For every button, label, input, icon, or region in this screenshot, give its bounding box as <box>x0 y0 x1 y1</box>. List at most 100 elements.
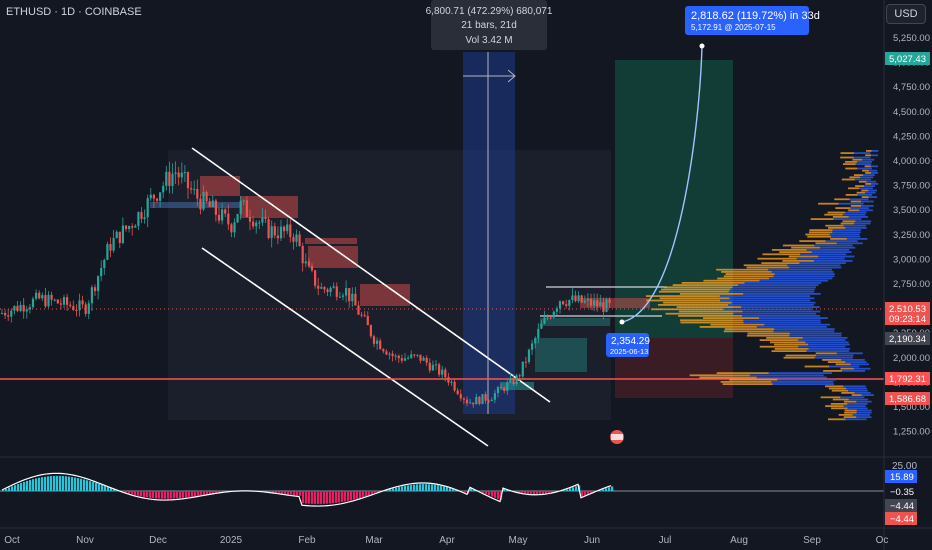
candle <box>245 196 248 218</box>
currency-button[interactable]: USD <box>886 4 926 24</box>
price-tick: 4,750.00 <box>893 82 930 93</box>
profile-bar <box>779 251 852 253</box>
candle <box>558 300 562 314</box>
candle <box>506 379 509 395</box>
osc-bar <box>446 486 449 491</box>
candle <box>13 305 16 315</box>
profile-bar <box>861 189 877 192</box>
candle <box>62 294 66 308</box>
osc-bar <box>128 491 131 494</box>
osc-badge: 15.89 <box>885 470 917 483</box>
time-tick: Jul <box>659 535 672 546</box>
candle <box>341 293 345 301</box>
osc-bar <box>410 484 413 491</box>
profile-bar <box>827 361 867 363</box>
profile-bar <box>815 352 863 355</box>
profile-bar <box>725 273 835 275</box>
oscillator <box>1 472 614 507</box>
osc-bar <box>359 491 362 498</box>
candle <box>261 207 264 227</box>
osc-bar <box>284 491 287 495</box>
candle <box>121 217 124 245</box>
candle <box>444 367 447 382</box>
candle <box>301 242 304 272</box>
candle <box>388 351 391 360</box>
osc-bar <box>419 484 422 491</box>
price-badge: 1,792.31 <box>885 372 930 385</box>
osc-bar <box>56 475 59 491</box>
osc-bar <box>416 484 419 491</box>
osc-bar <box>332 491 335 504</box>
osc-bar <box>125 491 128 493</box>
profile-bar <box>661 288 815 291</box>
candle <box>84 302 87 317</box>
candle <box>602 297 605 320</box>
osc-bar <box>218 491 221 493</box>
profile-bar <box>716 268 832 271</box>
profile-bar <box>782 244 853 247</box>
osc-bar <box>296 491 299 496</box>
candle <box>338 291 341 298</box>
osc-bar <box>353 491 356 500</box>
candle <box>56 298 59 304</box>
candle <box>180 162 183 184</box>
profile-bar <box>849 176 874 179</box>
candle <box>152 193 155 209</box>
profile-bar <box>850 200 874 203</box>
measure-line3: Vol 3.42 M <box>465 35 512 46</box>
osc-bar <box>371 491 374 495</box>
osc-bar <box>65 476 68 491</box>
profile-bar <box>850 205 874 207</box>
candle <box>571 288 574 304</box>
candle <box>478 395 481 406</box>
candle <box>93 284 97 296</box>
osc-bar <box>281 491 284 494</box>
candle <box>428 358 431 373</box>
candle <box>369 324 372 339</box>
osc-bar <box>53 475 56 491</box>
osc-badge: −4.44 <box>885 499 917 512</box>
osc-bar <box>605 488 608 491</box>
profile-bar <box>651 308 812 311</box>
profile-bar <box>835 207 869 209</box>
profile-bar <box>861 196 878 198</box>
price-badge: 09:23:14 <box>885 312 930 325</box>
profile-bar <box>676 306 820 308</box>
candle <box>459 389 462 402</box>
candle <box>363 311 366 318</box>
osc-bar <box>137 491 140 496</box>
candle <box>354 286 357 306</box>
candle <box>230 222 233 238</box>
candle <box>174 161 177 184</box>
candle <box>391 350 394 362</box>
candle <box>503 386 506 394</box>
osc-bar <box>515 491 518 492</box>
candle <box>577 291 580 304</box>
time-tick: Oct <box>4 535 20 546</box>
profile-bar <box>783 356 853 359</box>
candle <box>382 348 385 354</box>
osc-bar <box>608 487 611 491</box>
profile-bar <box>689 374 824 377</box>
osc-bar <box>206 491 209 495</box>
profile-bar <box>680 321 821 324</box>
candle <box>140 207 143 224</box>
osc-bar <box>506 489 509 491</box>
osc-bar <box>422 484 425 491</box>
osc-bar <box>482 491 485 493</box>
candle <box>487 399 490 404</box>
candle <box>292 233 295 250</box>
osc-bar <box>62 476 65 491</box>
profile-bar <box>809 229 861 231</box>
osc-bar <box>215 491 218 494</box>
osc-bar <box>173 491 176 499</box>
candle <box>589 293 593 311</box>
profile-bar <box>851 394 874 396</box>
osc-bar <box>266 491 269 492</box>
osc-bar <box>521 491 524 494</box>
osc-bar <box>221 491 224 493</box>
osc-bar <box>20 482 23 491</box>
osc-bar <box>272 491 275 493</box>
osc-bar <box>68 476 71 491</box>
